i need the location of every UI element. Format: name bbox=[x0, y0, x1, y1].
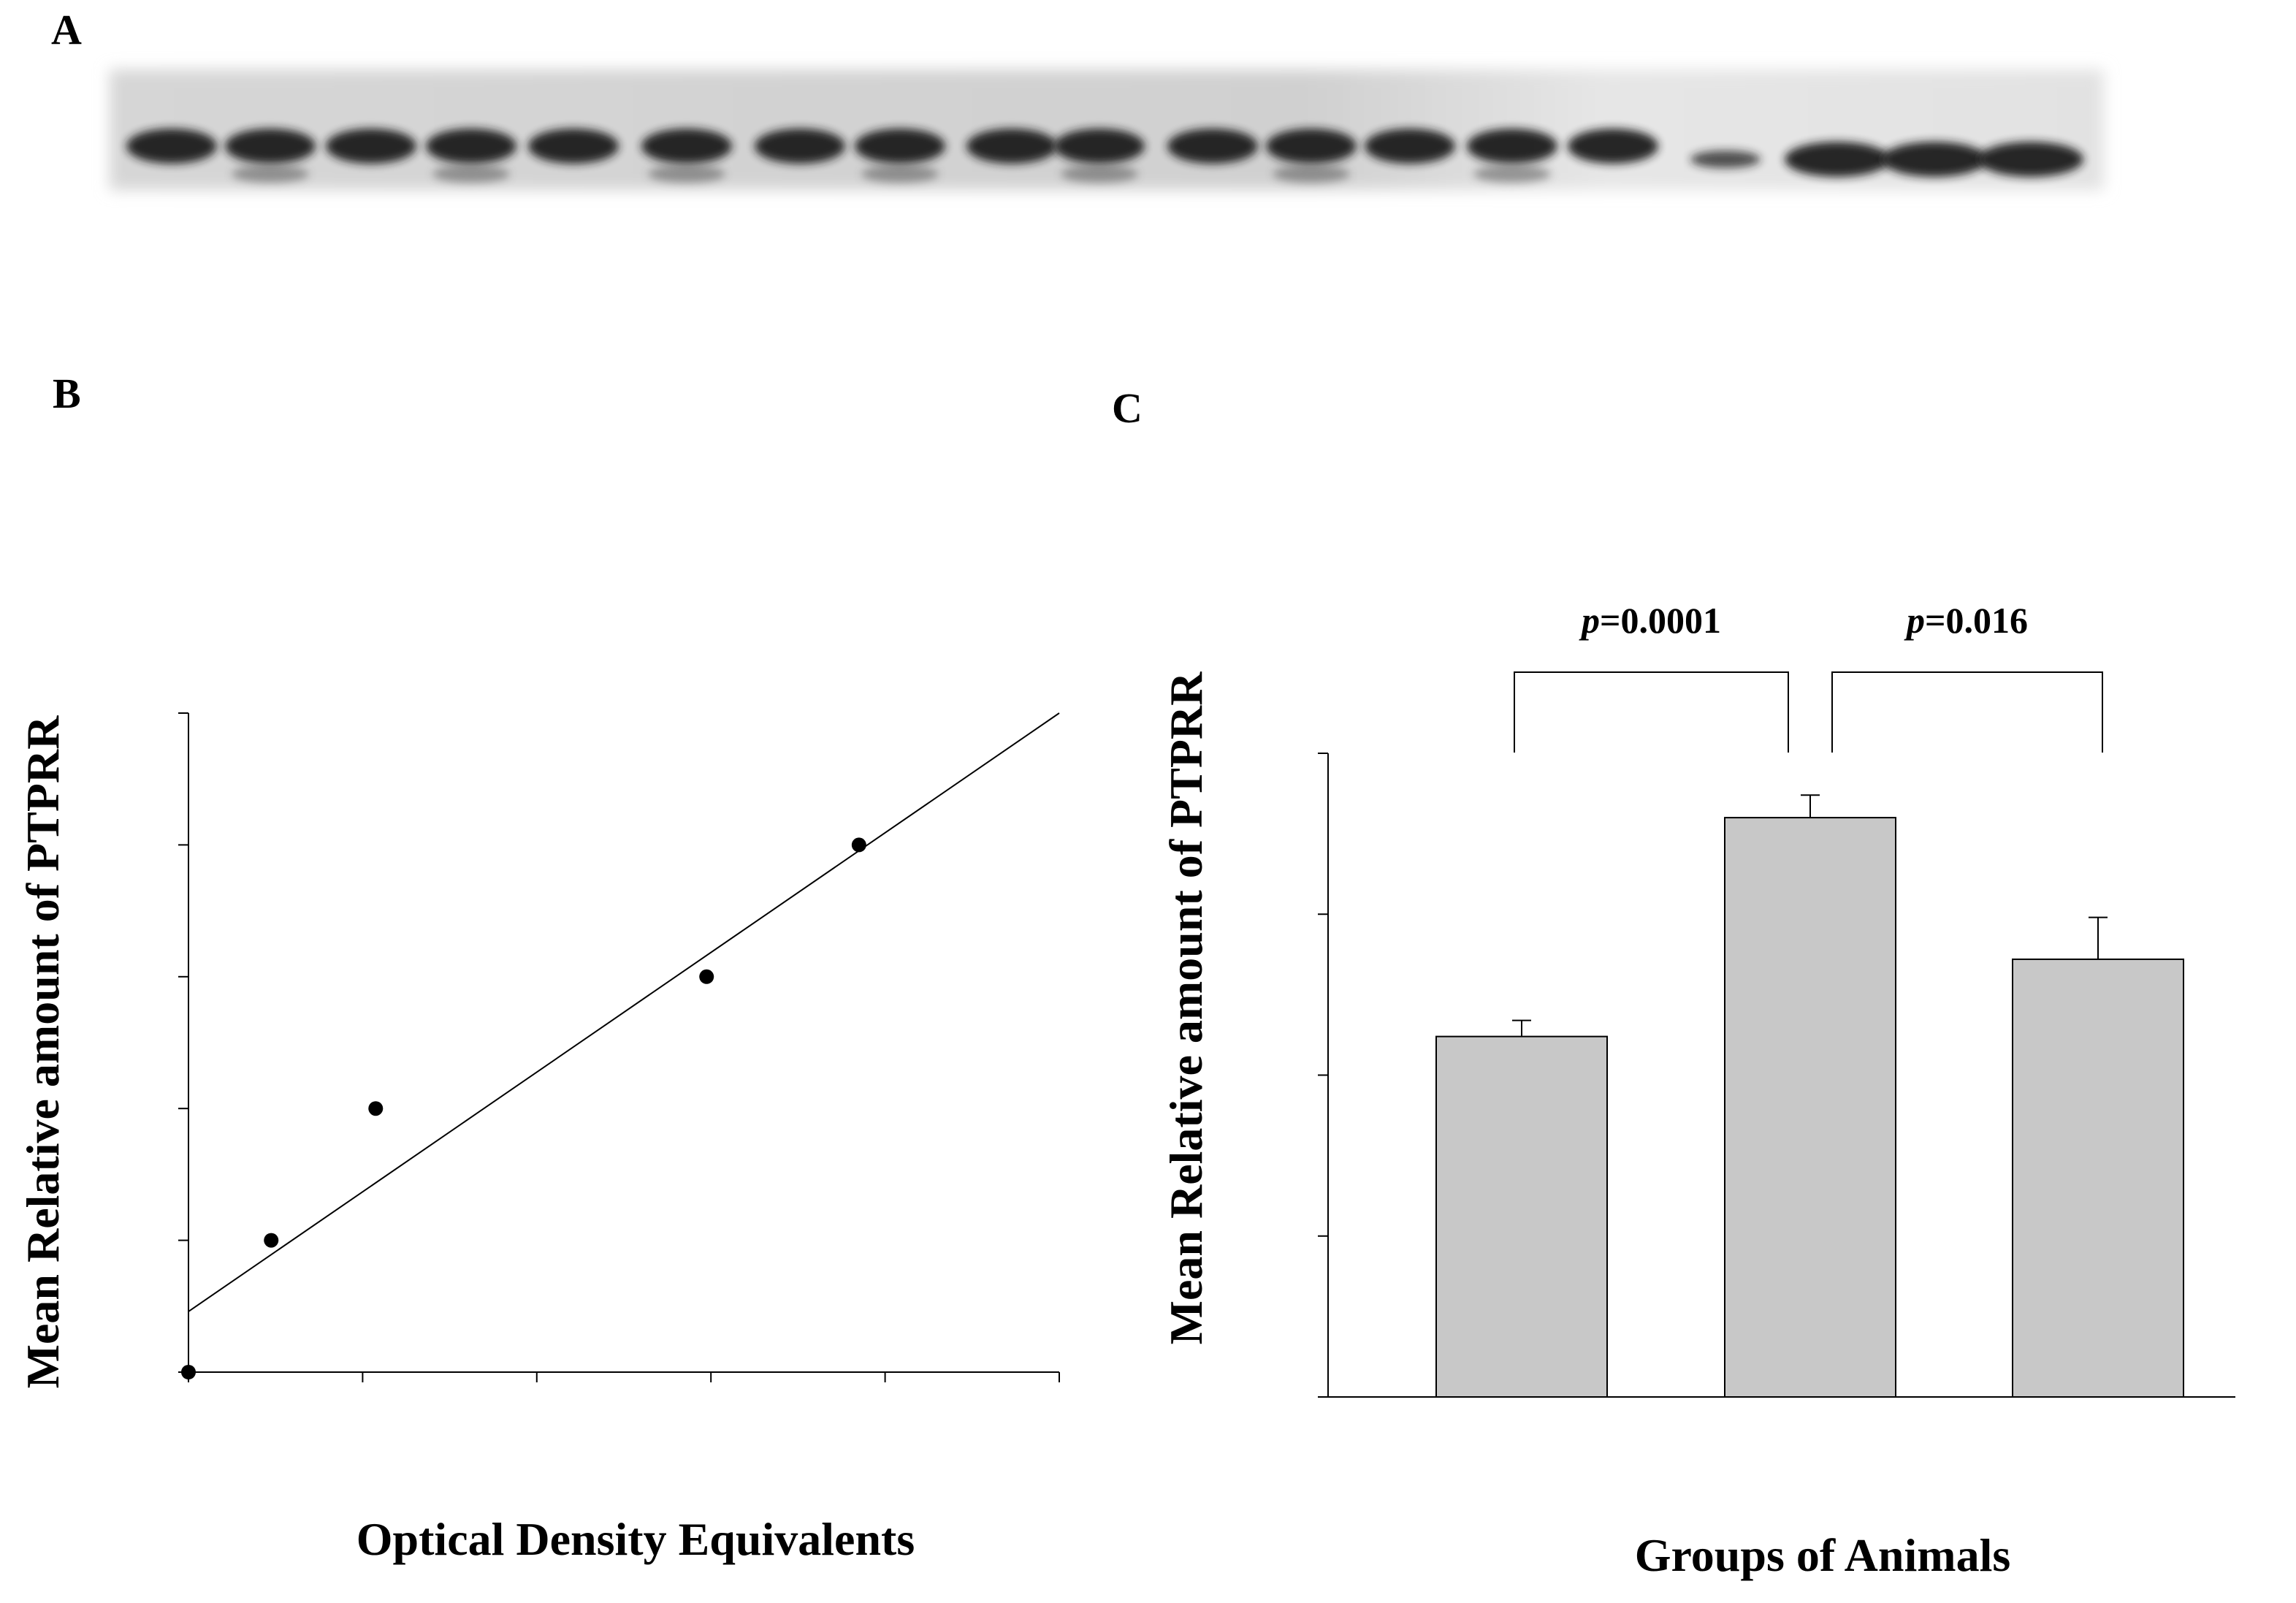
p-symbol: p bbox=[1579, 600, 1600, 641]
band-15 bbox=[1568, 129, 1658, 164]
band-14 bbox=[1467, 129, 1557, 164]
panel-c-x-axis-title: Groups of Animals bbox=[1635, 1529, 2011, 1581]
panel-c-bar bbox=[1435, 1035, 1608, 1398]
band-11 bbox=[1054, 129, 1145, 164]
panel-c-bars bbox=[1435, 794, 2184, 1398]
panel-a-letter: A bbox=[51, 6, 82, 53]
panel-c-y-axis-title: Mean Relative amount of PTPRR bbox=[1160, 671, 1212, 1345]
p-value-number: =0.0001 bbox=[1600, 600, 1721, 641]
band-lower-14 bbox=[1473, 165, 1551, 183]
band-3 bbox=[326, 129, 416, 164]
panel-b-point bbox=[851, 837, 866, 853]
panel-b-x-axis-title: Optical Density Equivalents bbox=[356, 1513, 915, 1565]
band-lower-4 bbox=[432, 165, 510, 183]
band-IS4 bbox=[1978, 142, 2083, 177]
panel-b-points bbox=[181, 837, 866, 1379]
panel-c: C p=0.0001 p=0.016 Groups of Animals Mean… bbox=[1112, 384, 2235, 1581]
blot-bands bbox=[126, 129, 2083, 183]
band-5 bbox=[755, 129, 845, 164]
panel-b-letter: B bbox=[53, 370, 81, 417]
panel-b-point bbox=[699, 969, 714, 984]
panel-b-axes bbox=[178, 712, 1060, 1382]
panel-c-p-value: p=0.0001 bbox=[1579, 600, 1721, 641]
panel-b-point bbox=[181, 1365, 196, 1379]
band-12 bbox=[1266, 129, 1357, 164]
panel-b-fit-line bbox=[188, 712, 1060, 1312]
panel-c-significance-bracket bbox=[1831, 671, 2103, 753]
panel-b: B Optical Density Equivalents Mean Relat… bbox=[17, 370, 1060, 1565]
band-lower-8 bbox=[861, 165, 939, 183]
band-8 bbox=[855, 129, 945, 164]
panel-a: A bbox=[51, 6, 2104, 190]
p-symbol: p bbox=[1904, 600, 1925, 641]
band-lower-7 bbox=[648, 165, 725, 183]
band-9 bbox=[966, 129, 1057, 164]
band-lower-11 bbox=[1061, 165, 1138, 183]
band-4 bbox=[426, 129, 516, 164]
band-13 bbox=[1365, 129, 1455, 164]
band-6 bbox=[528, 129, 619, 164]
band-IS3 bbox=[1882, 142, 1987, 177]
panel-c-comparisons: p=0.0001 p=0.016 bbox=[1514, 600, 2103, 753]
panel-c-bar bbox=[2012, 958, 2184, 1398]
band-lower-2 bbox=[232, 165, 309, 183]
band-lower-12 bbox=[1273, 165, 1350, 183]
p-value-number: =0.016 bbox=[1925, 600, 2028, 641]
band-IS2 bbox=[1785, 142, 1890, 177]
panel-c-p-value: p=0.016 bbox=[1904, 600, 2028, 641]
panel-b-point bbox=[368, 1101, 384, 1116]
panel-b-y-axis-title: Mean Relative amount of PTPRR bbox=[17, 715, 69, 1389]
panel-b-regression-line bbox=[188, 712, 1060, 1312]
band-IS1 bbox=[1690, 151, 1761, 168]
panel-c-bar bbox=[1724, 817, 1896, 1398]
band-1 bbox=[126, 129, 217, 164]
band-10 bbox=[1167, 129, 1258, 164]
panel-c-significance-bracket bbox=[1514, 671, 1789, 753]
band-7 bbox=[641, 129, 732, 164]
panel-c-letter: C bbox=[1112, 384, 1143, 432]
panel-b-point bbox=[264, 1233, 279, 1248]
band-2 bbox=[225, 129, 316, 164]
